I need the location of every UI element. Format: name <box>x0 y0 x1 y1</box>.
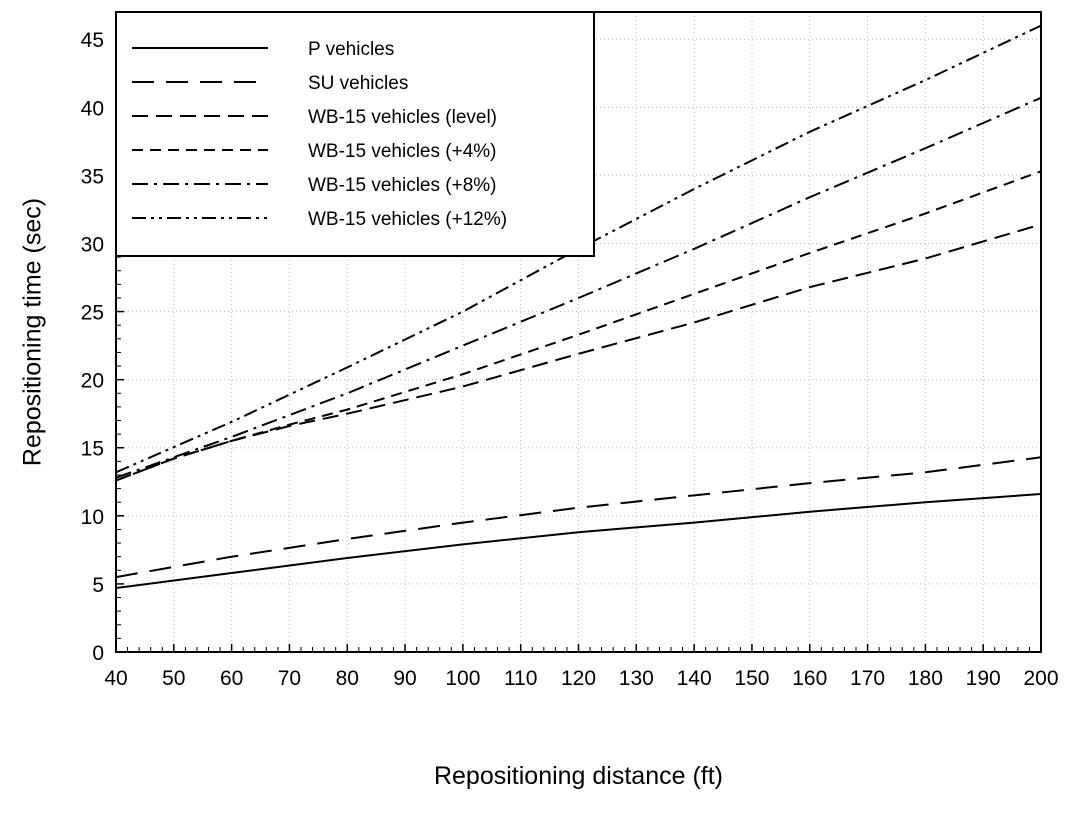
legend-label-1: P vehicles <box>308 39 394 60</box>
y-tick-label: 25 <box>81 302 104 325</box>
legend-label-5: WB-15 vehicles (+8%) <box>308 175 496 196</box>
x-tick-label: 180 <box>908 667 943 690</box>
x-tick-label: 130 <box>619 667 654 690</box>
series-line-3 <box>115 223 1042 482</box>
x-axis-title: Repositioning distance (ft) <box>434 762 723 790</box>
series-line-2 <box>115 456 1042 579</box>
x-tick-label: 140 <box>677 667 712 690</box>
legend: P vehicles SU vehicles WB-15 vehicles (lev… <box>115 11 595 257</box>
legend-label-3: WB-15 vehicles (level) <box>308 107 497 128</box>
series-lines <box>115 24 1042 589</box>
x-tick-label: 50 <box>162 667 185 690</box>
y-tick-label: 45 <box>81 29 104 52</box>
y-tick-label: 5 <box>92 574 104 597</box>
x-tick-label: 110 <box>504 667 537 690</box>
x-tick-label: 200 <box>1023 667 1058 690</box>
y-tick-label: 0 <box>92 642 104 665</box>
x-tick-label: 150 <box>734 667 769 690</box>
legend-label-6: WB-15 vehicles (+12%) <box>308 209 507 230</box>
series-line-6 <box>115 24 1042 474</box>
y-tick-label: 15 <box>81 438 104 461</box>
x-tick-label: 120 <box>561 667 596 690</box>
y-tick-label: 30 <box>81 233 104 256</box>
x-tick-label: 100 <box>445 667 480 690</box>
legend-box <box>115 11 595 257</box>
y-tick-label: 10 <box>81 506 104 529</box>
series-line-1 <box>115 493 1042 589</box>
x-tick-label: 70 <box>278 667 301 690</box>
x-tick-label: 40 <box>104 667 127 690</box>
x-tick-label: 60 <box>220 667 243 690</box>
series-line-4 <box>115 170 1042 482</box>
series-line-5 <box>115 96 1042 479</box>
x-tick-label: 190 <box>966 667 1001 690</box>
y-axis-title: Repositioning time (sec) <box>19 198 47 466</box>
x-tick-label: 90 <box>393 667 416 690</box>
legend-label-4: WB-15 vehicles (+4%) <box>308 141 496 162</box>
x-tick-label: 170 <box>850 667 885 690</box>
y-tick-label: 35 <box>81 165 104 188</box>
y-tick-label: 40 <box>81 97 104 120</box>
legend-label-2: SU vehicles <box>308 73 408 94</box>
x-tick-label: 80 <box>336 667 359 690</box>
y-tick-label: 20 <box>81 370 104 393</box>
x-tick-label: 160 <box>792 667 827 690</box>
